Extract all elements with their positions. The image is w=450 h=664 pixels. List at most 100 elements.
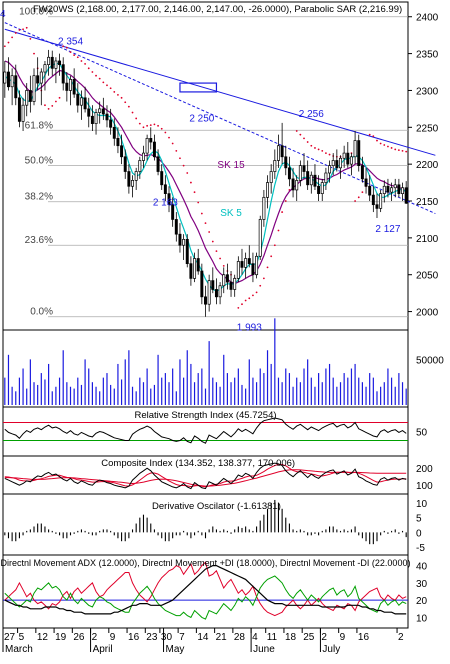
sar-dot — [252, 294, 254, 297]
x-day-label: 16 — [358, 632, 370, 643]
x-day-label: 25 — [303, 632, 315, 643]
sar-dot — [354, 200, 356, 202]
candle-body — [255, 255, 259, 276]
sar-dot — [361, 191, 364, 194]
candle-body — [94, 112, 98, 124]
candle-body — [90, 115, 94, 124]
sar-dot — [7, 41, 10, 44]
sar-dot — [76, 56, 79, 59]
sar-dot — [87, 67, 90, 70]
candle-body — [331, 160, 335, 166]
rsi-title: Relative Strength Index (45.7254) — [134, 410, 276, 421]
sar-dot — [168, 136, 170, 139]
sar-dot — [157, 124, 159, 127]
trendline — [4, 22, 436, 214]
sar-dot — [270, 255, 273, 258]
fib-label: 0.0% — [30, 307, 53, 318]
sar-dot — [397, 149, 400, 152]
candle-body — [14, 75, 18, 99]
sar-dot — [266, 266, 269, 269]
sar-dot — [131, 111, 134, 114]
candle-body — [382, 185, 386, 194]
candle-body — [21, 104, 25, 122]
rsi-ytick-label: 50 — [416, 428, 428, 439]
candle-body — [386, 185, 390, 193]
candle-body — [404, 187, 408, 204]
sar-dot — [368, 133, 371, 136]
x-day-label: 28 — [234, 632, 246, 643]
sar-dot — [244, 299, 247, 302]
sar-dot — [142, 126, 145, 129]
sar-dot — [303, 137, 305, 140]
x-day-label: 18 — [285, 632, 297, 643]
sar-dot — [47, 107, 50, 110]
composite-fast-line — [4, 462, 407, 490]
candle-body — [379, 193, 383, 209]
sar-dot — [171, 142, 174, 145]
candle-body — [185, 238, 189, 265]
sar-dot — [248, 297, 251, 300]
sar-dot — [357, 196, 360, 199]
candle-body — [339, 157, 342, 169]
candle-body — [105, 113, 109, 121]
sar-dot — [91, 71, 94, 73]
candle-body — [306, 171, 310, 186]
x-day-label: 11 — [267, 632, 278, 643]
sk15-line — [4, 60, 407, 285]
sar-dot — [215, 250, 218, 253]
candle-body — [87, 108, 91, 117]
price-title: FW20WS (2,168.00, 2,177.00, 2,146.00, 2,… — [33, 4, 402, 15]
candle-body — [149, 138, 153, 143]
highlight-box — [179, 82, 218, 93]
candle-body — [174, 219, 178, 235]
x-day-label: 26 — [73, 632, 85, 643]
candle-body — [127, 171, 131, 187]
candle-body — [302, 165, 306, 172]
candle-body — [36, 75, 40, 84]
candle-body — [109, 119, 113, 128]
composite-ytick-label: 200 — [416, 464, 433, 475]
candle-body — [397, 184, 401, 194]
candle-body — [79, 97, 83, 106]
x-day-label: 19 — [55, 632, 67, 643]
sar-dot — [146, 124, 149, 127]
sar-dot — [259, 284, 262, 287]
sar-dot — [18, 29, 21, 31]
sar-dot — [3, 45, 6, 48]
price-annotation: 2 163 — [153, 197, 178, 208]
fib-label: 23.6% — [25, 235, 53, 246]
candle-body — [211, 280, 215, 290]
x-day-label: 7 — [179, 632, 185, 643]
price-ytick-label: 2150 — [416, 197, 439, 208]
sar-dot — [80, 60, 83, 62]
candle-body — [6, 71, 10, 88]
trendline — [4, 28, 436, 156]
candle-body — [32, 75, 36, 102]
candle-body — [39, 71, 43, 84]
x-day-label: 2 — [398, 632, 404, 643]
x-day-label: 4 — [252, 632, 258, 643]
candle-body — [229, 281, 233, 290]
price-annotation: SK 15 — [217, 160, 245, 171]
candle-body — [247, 258, 251, 265]
price-annotation: 2 250 — [189, 113, 214, 124]
adx-line — [4, 564, 407, 615]
fib-label: 38.2% — [25, 192, 53, 203]
sar-dot — [58, 96, 61, 99]
candle-body — [233, 278, 237, 290]
price-annotation: 1 993 — [237, 323, 262, 334]
candle-body — [123, 156, 127, 172]
composite-ytick-label: 100 — [416, 481, 433, 492]
sar-dot — [29, 37, 32, 40]
sar-dot — [310, 144, 313, 147]
candle-body — [101, 108, 105, 115]
candle-body — [25, 90, 29, 106]
sar-dot — [160, 127, 163, 130]
candle-body — [196, 258, 200, 272]
dmi-ytick-label: 40 — [416, 562, 428, 573]
corner-label: 4 — [0, 9, 6, 20]
candle-body — [54, 60, 58, 69]
candle-body — [218, 285, 222, 298]
